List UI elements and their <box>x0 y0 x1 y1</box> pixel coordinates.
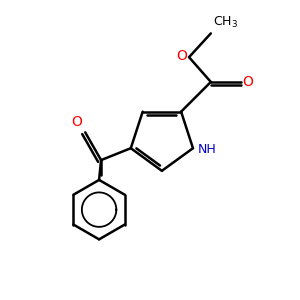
Text: O: O <box>71 116 82 129</box>
Text: CH$_3$: CH$_3$ <box>213 15 238 30</box>
Text: NH: NH <box>198 143 217 156</box>
Text: O: O <box>242 75 253 89</box>
Text: O: O <box>176 49 187 63</box>
